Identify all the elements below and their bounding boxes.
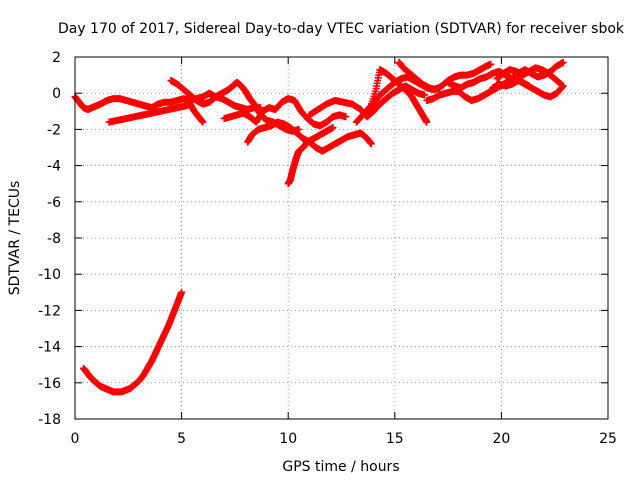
series-marks [80,288,186,396]
series-sat-m [493,64,565,88]
series-marks [489,77,567,101]
series-sat-i [365,66,431,126]
y-tick-label: -6 [47,195,61,211]
y-tick-label: -10 [38,267,61,283]
y-tick-label: -14 [38,340,61,356]
series-sat-j [395,58,495,94]
y-tick-label: -2 [47,122,61,138]
y-tick-label: -18 [38,412,61,428]
x-tick-label: 10 [279,431,297,447]
x-tick-label: 20 [492,431,510,447]
series-marks [220,95,350,130]
series-sat-n [489,77,567,101]
chart-title: Day 170 of 2017, Sidereal Day-to-day VTE… [58,21,625,37]
series-sat-c [167,77,303,135]
y-tick-label: -12 [38,303,61,319]
y-tick-label: -16 [38,376,61,392]
x-tick-label: 5 [177,431,186,447]
series-sat-e [244,118,375,155]
x-tick-label: 15 [386,431,404,447]
series-sat-b [105,100,207,126]
series-sat-f [284,124,337,188]
series-marks [493,64,565,88]
series-marks [365,66,431,126]
x-tick-label: 0 [71,431,80,447]
series-marks [244,118,375,155]
x-axis-label: GPS time / hours [282,459,399,475]
y-tick-label: -4 [47,159,61,175]
y-axis-label: SDTVAR / TECUs [7,181,23,296]
grid [75,57,608,419]
y-tick-label: 0 [52,86,61,102]
y-tick-label: 2 [52,50,61,66]
data-series [71,58,567,396]
y-tick-label: -8 [47,231,61,247]
x-tick-label: 25 [599,431,617,447]
series-sat-o [80,288,186,396]
series-marks [284,124,337,188]
series-sat-d [220,95,350,130]
series-marks [395,58,495,94]
series-marks [105,100,207,126]
series-marks [167,77,303,135]
